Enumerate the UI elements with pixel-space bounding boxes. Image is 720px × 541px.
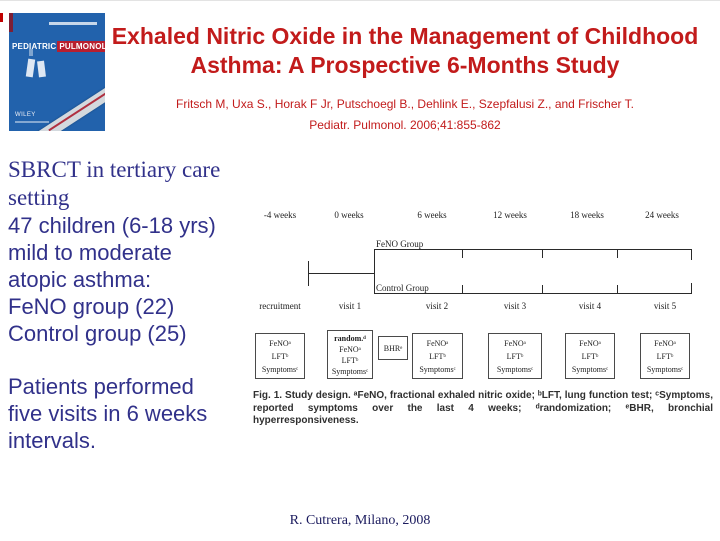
body-line: atopic asthma: (8, 267, 152, 292)
tick-mark (462, 249, 463, 258)
body-line: five visits in 6 weeks (8, 401, 208, 426)
week-label: 18 weeks (570, 210, 604, 220)
box-line: Symptomsᶜ (496, 364, 534, 374)
box-line: Symptomsᶜ (419, 364, 456, 374)
box-line: Symptomsᶜ (261, 364, 299, 374)
cover-issue-info-line (49, 22, 97, 25)
recruitment-box: FeNOᵃ LFTᵇ Symptomsᶜ (255, 333, 305, 379)
cover-publisher-subline (15, 121, 49, 123)
visit-label: recruitment (259, 301, 301, 311)
box-line: LFTᵇ (271, 351, 289, 361)
tick-mark (691, 283, 692, 294)
page-title-line2: Asthma: A Prospective 6-Months Study (190, 52, 620, 78)
control-group-line (374, 293, 692, 294)
week-label: 12 weeks (493, 210, 527, 220)
tick-mark (617, 285, 618, 294)
box-line: Symptomsᶜ (331, 366, 369, 376)
week-label: 0 weeks (334, 210, 364, 220)
cover-spine-strip (9, 13, 13, 32)
box-line: FeNOᵃ (654, 338, 676, 348)
feno-group-line (374, 249, 692, 250)
body-line: Patients performed (8, 374, 194, 399)
box-line: random.ᵈ (334, 333, 366, 343)
body-line: mild to moderate (8, 240, 172, 265)
visit2-box: FeNOᵃ LFTᵇ Symptomsᶜ (412, 333, 463, 379)
box-line: LFTᵇ (429, 351, 446, 361)
body-line: SBRCT in tertiary care (8, 157, 221, 182)
body-paragraph-study-type: SBRCT in tertiary care setting (8, 156, 220, 212)
body-line: intervals. (8, 428, 97, 453)
edge-accent-mark (0, 13, 3, 22)
page-title-line1: Exhaled Nitric Oxide in the Management o… (111, 23, 699, 49)
visit-label: visit 4 (578, 301, 602, 311)
journal-cover: PEDIATRICPULMONOLOGY WILEY (9, 13, 105, 131)
page-title: Exhaled Nitric Oxide in the Management o… (102, 22, 708, 80)
tick-mark (542, 249, 543, 258)
box-line: BHRᵉ (383, 343, 403, 353)
cover-ribbon (34, 82, 105, 131)
visit-label: visit 5 (653, 301, 677, 311)
citation-line: Pediatr. Pulmonol. 2006;41:855-862 (309, 118, 501, 132)
visit-label: visit 3 (503, 301, 527, 311)
box-line: LFTᵇ (506, 351, 524, 361)
cover-title: PEDIATRICPULMONOLOGY (12, 41, 105, 52)
cover-artwork (25, 49, 55, 83)
week-label: -4 weeks (263, 210, 297, 220)
feno-group-label: FeNO Group (376, 239, 424, 249)
visit5-box: FeNOᵃ LFTᵇ Symptomsᶜ (640, 333, 690, 379)
week-label: 6 weeks (417, 210, 447, 220)
body-line: 47 children (6-18 yrs) (8, 213, 216, 238)
body-paragraph-visits: Patients performed five visits in 6 week… (8, 373, 207, 454)
study-design-figure: -4 weeks 0 weeks 6 weeks 12 weeks 18 wee… (237, 206, 720, 438)
cover-title-pediatric: PEDIATRIC (12, 42, 57, 51)
tick-mark (462, 285, 463, 294)
box-line: LFTᵇ (656, 351, 674, 361)
control-group-label: Control Group (376, 283, 429, 293)
branch-line (374, 249, 375, 294)
box-line: FeNOᵃ (504, 338, 526, 348)
cover-title-pulmonology: PULMONOLOGY (57, 41, 105, 52)
visit3-box: FeNOᵃ LFTᵇ Symptomsᶜ (488, 333, 542, 379)
pre-branch-line (308, 273, 374, 274)
visit-label: visit 2 (425, 301, 449, 311)
cover-publisher-logo: WILEY (15, 112, 36, 118)
box-line: FeNOᵃ (579, 338, 601, 348)
visit-label: visit 1 (338, 301, 362, 311)
box-line: Symptomsᶜ (571, 364, 609, 374)
visit1-box: random.ᵈ FeNOᵃ LFTᵇ Symptomsᶜ (327, 330, 373, 379)
tick-mark (542, 285, 543, 294)
body-line: FeNO group (22) (8, 294, 175, 319)
visit4-box: FeNOᵃ LFTᵇ Symptomsᶜ (565, 333, 615, 379)
body-line: setting (8, 185, 70, 210)
week-label: 24 weeks (645, 210, 679, 220)
bhr-box: BHRᵉ (378, 336, 408, 360)
box-line: LFTᵇ (341, 355, 359, 365)
box-line: Symptomsᶜ (646, 364, 684, 374)
body-paragraph-population: 47 children (6-18 yrs) mild to moderate … (8, 212, 216, 347)
box-line: FeNOᵃ (339, 344, 361, 354)
tick-mark (617, 249, 618, 258)
authors-line: Fritsch M, Uxa S., Horak F Jr, Putschoeg… (176, 97, 634, 111)
figure-caption: Fig. 1. Study design. ᵃFeNO, fractional … (253, 390, 713, 426)
body-line: Control group (25) (8, 321, 187, 346)
footer-credit: R. Cutrera, Milano, 2008 (289, 513, 431, 528)
tick-mark (691, 249, 692, 260)
box-line: FeNOᵃ (269, 338, 291, 348)
box-line: FeNOᵃ (426, 338, 449, 348)
box-line: LFTᵇ (581, 351, 599, 361)
